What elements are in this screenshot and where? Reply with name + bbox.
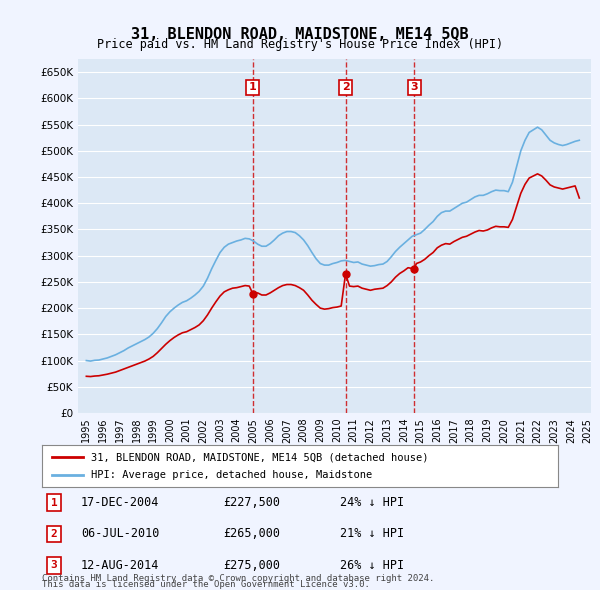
Text: 3: 3 <box>410 83 418 92</box>
Text: HPI: Average price, detached house, Maidstone: HPI: Average price, detached house, Maid… <box>91 470 372 480</box>
Text: 06-JUL-2010: 06-JUL-2010 <box>81 527 159 540</box>
Text: 21% ↓ HPI: 21% ↓ HPI <box>340 527 404 540</box>
Text: 3: 3 <box>50 560 58 570</box>
Text: This data is licensed under the Open Government Licence v3.0.: This data is licensed under the Open Gov… <box>42 581 370 589</box>
Text: £265,000: £265,000 <box>223 527 281 540</box>
Text: 12-AUG-2014: 12-AUG-2014 <box>81 559 159 572</box>
Text: 24% ↓ HPI: 24% ↓ HPI <box>340 496 404 509</box>
Text: 31, BLENDON ROAD, MAIDSTONE, ME14 5QB: 31, BLENDON ROAD, MAIDSTONE, ME14 5QB <box>131 27 469 41</box>
Text: 1: 1 <box>50 498 58 507</box>
Text: Price paid vs. HM Land Registry's House Price Index (HPI): Price paid vs. HM Land Registry's House … <box>97 38 503 51</box>
Text: 2: 2 <box>50 529 58 539</box>
Text: 31, BLENDON ROAD, MAIDSTONE, ME14 5QB (detached house): 31, BLENDON ROAD, MAIDSTONE, ME14 5QB (d… <box>91 452 428 462</box>
Text: 2: 2 <box>341 83 349 92</box>
Text: 1: 1 <box>249 83 257 92</box>
Text: 17-DEC-2004: 17-DEC-2004 <box>81 496 159 509</box>
Text: Contains HM Land Registry data © Crown copyright and database right 2024.: Contains HM Land Registry data © Crown c… <box>42 574 434 583</box>
Text: 26% ↓ HPI: 26% ↓ HPI <box>340 559 404 572</box>
Text: £275,000: £275,000 <box>223 559 281 572</box>
Text: £227,500: £227,500 <box>223 496 281 509</box>
